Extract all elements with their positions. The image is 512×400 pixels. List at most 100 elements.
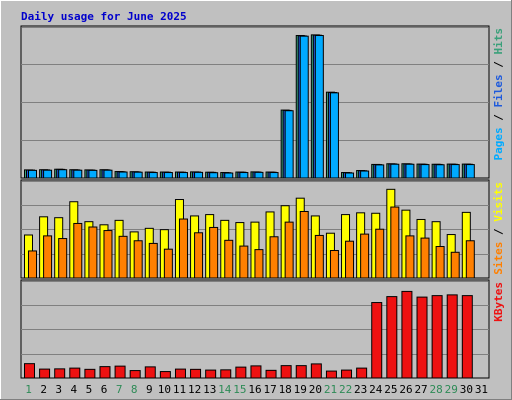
bar-kbytes-day-27 — [416, 296, 428, 379]
bar-sites-day-5 — [88, 226, 98, 279]
legend-hits-files-pages: Pages / Files / Hits — [492, 28, 505, 161]
chart-title: Daily usage for June 2025 — [21, 10, 187, 23]
x-tick-label-day-19: 19 — [294, 383, 307, 396]
panel-hits-files-pages: Pages / Files / Hits — [20, 25, 505, 179]
bar-kbytes-day-24 — [371, 302, 383, 379]
bar-pages-day-30 — [465, 164, 475, 179]
bar-kbytes-day-19 — [295, 365, 307, 379]
bar-sites-day-14 — [224, 239, 234, 279]
bar-sites-day-28 — [435, 246, 445, 279]
bar-sites-day-12 — [194, 232, 204, 279]
bar-sites-day-11 — [178, 218, 188, 279]
bar-sites-day-1 — [28, 250, 37, 279]
x-tick-label-day-26: 26 — [399, 383, 412, 396]
bar-pages-day-24 — [375, 164, 385, 179]
bar-pages-day-23 — [360, 170, 370, 179]
bar-pages-day-21 — [329, 92, 339, 179]
x-tick-label-day-20: 20 — [309, 383, 322, 396]
legend-separator: / — [492, 55, 505, 75]
x-tick-label-day-6: 6 — [101, 383, 108, 396]
x-tick-label-day-31: 31 — [475, 383, 488, 396]
bar-kbytes-day-6 — [99, 366, 111, 379]
bar-kbytes-day-26 — [401, 290, 413, 379]
legend-item-hits: Hits — [492, 28, 505, 55]
x-tick-label-day-18: 18 — [279, 383, 292, 396]
bar-pages-day-14 — [224, 172, 234, 179]
bar-sites-day-23 — [360, 233, 370, 279]
bar-kbytes-day-8 — [129, 370, 141, 379]
bar-kbytes-day-20 — [310, 363, 322, 379]
bar-pages-day-2 — [43, 169, 53, 179]
bar-pages-day-19 — [299, 35, 309, 179]
bar-sites-day-3 — [58, 238, 68, 279]
bar-pages-day-4 — [73, 169, 83, 179]
x-tick-label-day-7: 7 — [116, 383, 123, 396]
legend-item-kbytes: KBytes — [492, 282, 505, 322]
bar-sites-day-24 — [375, 228, 385, 279]
bar-sites-day-16 — [254, 249, 264, 279]
bar-pages-day-6 — [103, 169, 113, 179]
x-tick-label-day-24: 24 — [369, 383, 383, 396]
x-tick-label-day-29: 29 — [445, 383, 458, 396]
bar-pages-day-29 — [450, 164, 460, 179]
bar-sites-day-13 — [209, 226, 219, 279]
x-tick-label-day-3: 3 — [55, 383, 62, 396]
x-tick-label-day-17: 17 — [263, 383, 276, 396]
bar-sites-day-6 — [103, 230, 113, 279]
bar-kbytes-day-5 — [84, 368, 96, 379]
panel-kbytes: KBytes — [20, 279, 505, 379]
bar-kbytes-day-28 — [431, 295, 443, 379]
x-tick-label-day-28: 28 — [430, 383, 443, 396]
x-tick-label-day-12: 12 — [188, 383, 201, 396]
x-tick-label-day-23: 23 — [354, 383, 367, 396]
bar-pages-day-11 — [178, 172, 188, 179]
bar-kbytes-day-16 — [250, 365, 262, 379]
bar-sites-day-22 — [345, 240, 355, 279]
x-tick-label-day-14: 14 — [218, 383, 232, 396]
x-tick-label-day-9: 9 — [146, 383, 153, 396]
bar-pages-day-18 — [284, 110, 294, 179]
bar-sites-day-9 — [148, 242, 158, 279]
bar-sites-day-20 — [314, 234, 324, 279]
legend-separator: / — [492, 222, 505, 242]
bar-kbytes-day-7 — [114, 365, 126, 379]
bar-pages-day-1 — [28, 169, 37, 179]
bar-kbytes-day-2 — [39, 368, 51, 379]
bar-pages-day-10 — [163, 172, 173, 179]
bar-pages-day-17 — [269, 172, 279, 179]
bar-pages-day-8 — [133, 171, 143, 179]
bar-pages-day-5 — [88, 169, 98, 179]
x-tick-label-day-8: 8 — [131, 383, 138, 396]
x-axis-labels: 1 2 3 4 5 6 7 8 9 10 11 12 13 14 15 16 17 18 19 20 21 22 23 24 2… — [25, 383, 488, 396]
legend-visits-sites: Sites / Visits — [492, 182, 505, 275]
bar-kbytes-day-4 — [69, 367, 81, 379]
x-tick-label-day-16: 16 — [248, 383, 261, 396]
legend-item-visits: Visits — [492, 182, 505, 222]
x-tick-label-day-1: 1 — [25, 383, 32, 396]
bar-sites-day-25 — [390, 206, 400, 279]
x-tick-label-day-2: 2 — [40, 383, 47, 396]
bar-sites-day-26 — [405, 235, 415, 279]
bar-pages-day-9 — [148, 172, 158, 179]
bar-sites-day-15 — [239, 245, 249, 279]
bar-sites-day-2 — [43, 235, 53, 279]
bar-pages-day-7 — [118, 171, 128, 179]
bar-pages-day-15 — [239, 172, 249, 179]
bar-pages-day-16 — [254, 171, 264, 179]
chart-panels: Pages / Files / Hits Sites / Visits KBytes — [20, 25, 505, 379]
x-tick-label-day-13: 13 — [203, 383, 216, 396]
x-tick-label-day-21: 21 — [324, 383, 337, 396]
bar-kbytes-day-15 — [235, 366, 247, 379]
bar-sites-day-8 — [133, 240, 143, 279]
bar-kbytes-day-9 — [144, 366, 156, 379]
bar-kbytes-day-22 — [341, 369, 353, 379]
bar-sites-day-10 — [163, 248, 173, 279]
bar-kbytes-day-17 — [265, 369, 277, 379]
bar-pages-day-25 — [390, 163, 400, 179]
x-tick-label-day-4: 4 — [71, 383, 78, 396]
bar-pages-day-26 — [405, 163, 415, 179]
bar-kbytes-day-18 — [280, 365, 292, 379]
bar-kbytes-day-30 — [461, 295, 473, 379]
bar-sites-day-27 — [420, 237, 430, 279]
